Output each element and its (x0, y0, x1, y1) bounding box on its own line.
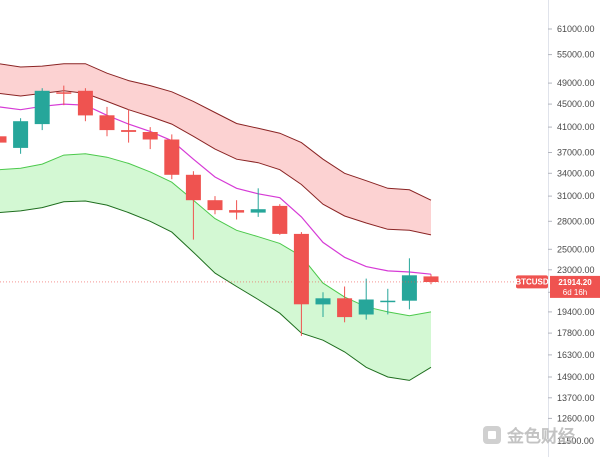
price-tick-label: 25000.00 (557, 244, 595, 254)
envelope-bands (0, 63, 432, 381)
price-tick-label: 28000.00 (557, 216, 595, 226)
watermark-text: 金色财经 (506, 426, 575, 447)
symbol-tag-text: BTCUSD (515, 277, 549, 286)
candle[interactable] (142, 127, 158, 150)
candles (0, 85, 439, 336)
candle-body (185, 174, 201, 201)
price-tick-label: 34000.00 (557, 168, 595, 178)
candle[interactable] (337, 286, 353, 323)
price-tick-label: 37000.00 (557, 148, 595, 158)
symbol-tag-bg (516, 275, 548, 289)
candle-body (250, 209, 266, 213)
price-tick-label: 45000.00 (557, 99, 595, 109)
lower-band-fill (0, 153, 431, 381)
upper-band-top-line (0, 63, 432, 201)
candle[interactable] (77, 88, 93, 122)
price-tick-label: 13700.00 (557, 393, 595, 403)
candle-body (272, 205, 288, 234)
price-tick-label: 14900.00 (557, 372, 595, 382)
candle-body (207, 200, 223, 211)
price-tick-label: 49000.00 (557, 78, 595, 88)
countdown-label: 6d 16h (563, 288, 587, 297)
middle-line (0, 103, 432, 275)
candle-body (164, 139, 180, 175)
candle-body (142, 132, 158, 140)
candle-body (77, 90, 93, 116)
candle-body (121, 130, 137, 132)
candle[interactable] (250, 188, 266, 217)
last-price-tag-bg (550, 275, 600, 298)
candle[interactable] (56, 85, 72, 106)
candle[interactable] (380, 288, 396, 315)
candle-body (423, 276, 439, 282)
candle-body (229, 210, 245, 213)
price-tick-label: 61000.00 (557, 24, 595, 34)
candle-body (56, 92, 72, 94)
candle[interactable] (315, 292, 331, 317)
price-tick-label: 17800.00 (557, 328, 595, 338)
last-price-tag[interactable]: 21914.20 6d 16h (550, 275, 600, 298)
candle[interactable] (293, 232, 309, 336)
price-axis: 61000.00 55000.00 49000.00 45000.00 41000.00… (548, 24, 595, 446)
candle-body (337, 298, 353, 318)
candle[interactable] (121, 109, 137, 143)
watermark: 金色财经 (483, 426, 575, 447)
candle[interactable] (13, 118, 29, 154)
price-tick-label: 41000.00 (557, 122, 595, 132)
candle-body (34, 90, 50, 125)
watermark-logo-inner (488, 431, 496, 439)
candle[interactable] (423, 274, 439, 285)
candle-body (358, 299, 374, 315)
candle-body (380, 300, 396, 303)
price-tick-label: 12600.00 (557, 413, 595, 423)
candle[interactable] (207, 196, 223, 215)
candle-body (401, 275, 417, 301)
price-tick-label: 19400.00 (557, 307, 595, 317)
price-tick-label: 31000.00 (557, 191, 595, 201)
candle[interactable] (164, 134, 180, 180)
candle-body (13, 121, 29, 148)
candle[interactable] (272, 204, 288, 235)
price-tick-label: 23000.00 (557, 265, 595, 275)
candle-body (99, 115, 115, 131)
candle-body (293, 233, 309, 305)
candle[interactable] (358, 278, 374, 320)
candle[interactable] (0, 104, 7, 149)
candle[interactable] (185, 171, 201, 240)
last-price-label: 21914.20 (558, 278, 592, 287)
price-tick-label: 11500.00 (557, 436, 594, 446)
candle-body (0, 136, 7, 143)
symbol-tag[interactable]: BTCUSD (515, 275, 549, 289)
lower-band-bottom-line (0, 200, 432, 381)
price-tick-label: 55000.00 (557, 50, 595, 60)
candle[interactable] (229, 200, 245, 220)
upper-band-bottom-line (0, 90, 432, 236)
price-tick-label: 16300.00 (557, 350, 595, 360)
candle[interactable] (34, 88, 50, 131)
candle[interactable] (99, 106, 115, 137)
candle-body (315, 298, 331, 305)
